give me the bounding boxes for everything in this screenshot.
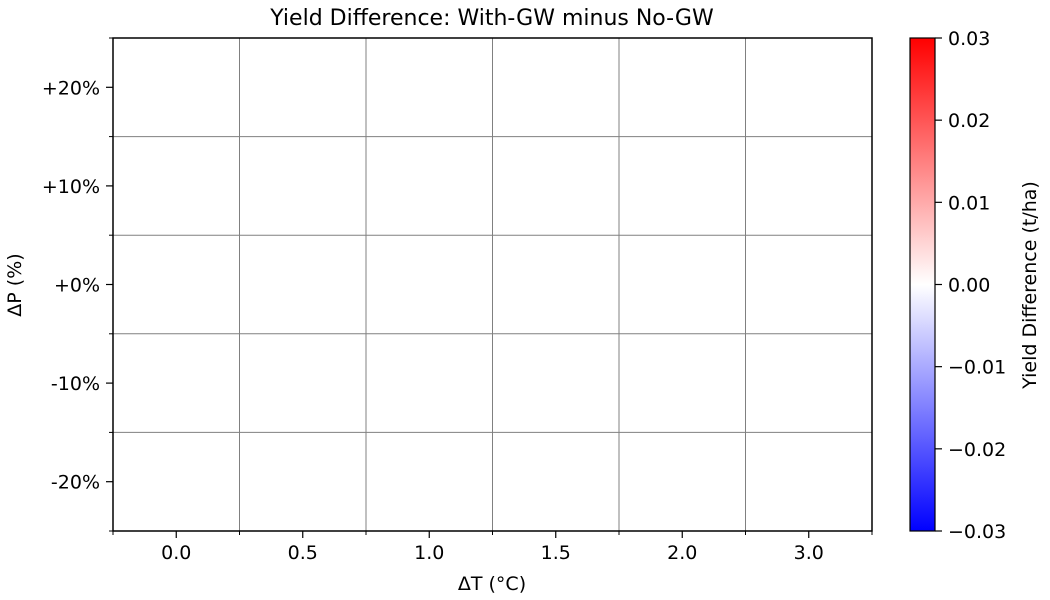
heatmap-cell	[492, 333, 619, 433]
heatmap-cell	[745, 235, 872, 334]
x-axis-label: ΔT (°C)	[458, 573, 526, 595]
heatmap-cell	[113, 333, 240, 433]
colorbar-tick-label: −0.01	[948, 357, 1006, 379]
heatmap-cell	[366, 333, 493, 433]
heatmap-cell	[492, 432, 619, 531]
colorbar-tick-label: 0.02	[948, 110, 990, 132]
heatmap-cell	[619, 38, 746, 137]
colorbar-label: Yield Difference (t/ha)	[1019, 181, 1041, 390]
colorbar-tick-label: −0.03	[948, 521, 1006, 543]
x-tick-label: 0.0	[161, 542, 191, 564]
heatmap-cell	[113, 235, 240, 334]
heatmap-cell	[492, 136, 619, 236]
heatmap-cell	[239, 136, 366, 236]
colorbar-tick-label: 0.01	[948, 192, 990, 214]
heatmap-cell	[239, 38, 366, 137]
heatmap-cell	[113, 432, 240, 531]
heatmap-cell	[619, 333, 746, 433]
x-tick-label: 1.0	[414, 542, 444, 564]
colorbar-tick-label: −0.02	[948, 439, 1006, 461]
y-tick-label: +0%	[54, 275, 100, 297]
heatmap-cell	[239, 333, 366, 433]
chart-title: Yield Difference: With-GW minus No-GW	[269, 6, 714, 31]
heatmap-cell	[492, 235, 619, 334]
x-tick-label: 3.0	[794, 542, 824, 564]
heatmap-cell	[113, 38, 240, 137]
x-tick-label: 2.0	[667, 542, 697, 564]
heatmap-cells	[113, 38, 872, 531]
y-axis: +20% +10% +0% -10% -20%	[42, 37, 113, 532]
heatmap-cell	[492, 38, 619, 137]
y-axis-label: ΔP (%)	[4, 253, 26, 316]
x-tick-label: 0.5	[288, 542, 318, 564]
heatmap-cell	[745, 432, 872, 531]
colorbar-ticks: −0.03 −0.02 −0.01 0.00 0.01 0.02 0.03	[935, 28, 1006, 543]
heatmap-cell	[366, 432, 493, 531]
grid-lines	[113, 38, 872, 531]
heatmap-cell	[619, 136, 746, 236]
y-tick-label: -10%	[51, 373, 100, 395]
heatmap-cell	[366, 235, 493, 334]
heatmap-cell	[239, 432, 366, 531]
y-tick-label: +20%	[42, 77, 100, 99]
heatmap-cell	[745, 333, 872, 433]
heatmap-cell	[619, 235, 746, 334]
y-tick-label: +10%	[42, 176, 100, 198]
heatmap-cell	[366, 38, 493, 137]
heatmap-cell	[619, 432, 746, 531]
heatmap-cell	[113, 136, 240, 236]
x-tick-label: 1.5	[541, 542, 571, 564]
heatmap-cell	[745, 38, 872, 137]
heatmap-cell	[239, 235, 366, 334]
colorbar-tick-label: 0.00	[948, 275, 990, 297]
x-axis: 0.0 0.5 1.0 1.5 2.0 3.0	[112, 531, 873, 564]
colorbar	[909, 37, 936, 532]
y-tick-label: -20%	[51, 472, 100, 494]
heatmap-cell	[366, 136, 493, 236]
heatmap-cell	[745, 136, 872, 236]
colorbar-tick-label: 0.03	[948, 28, 990, 50]
